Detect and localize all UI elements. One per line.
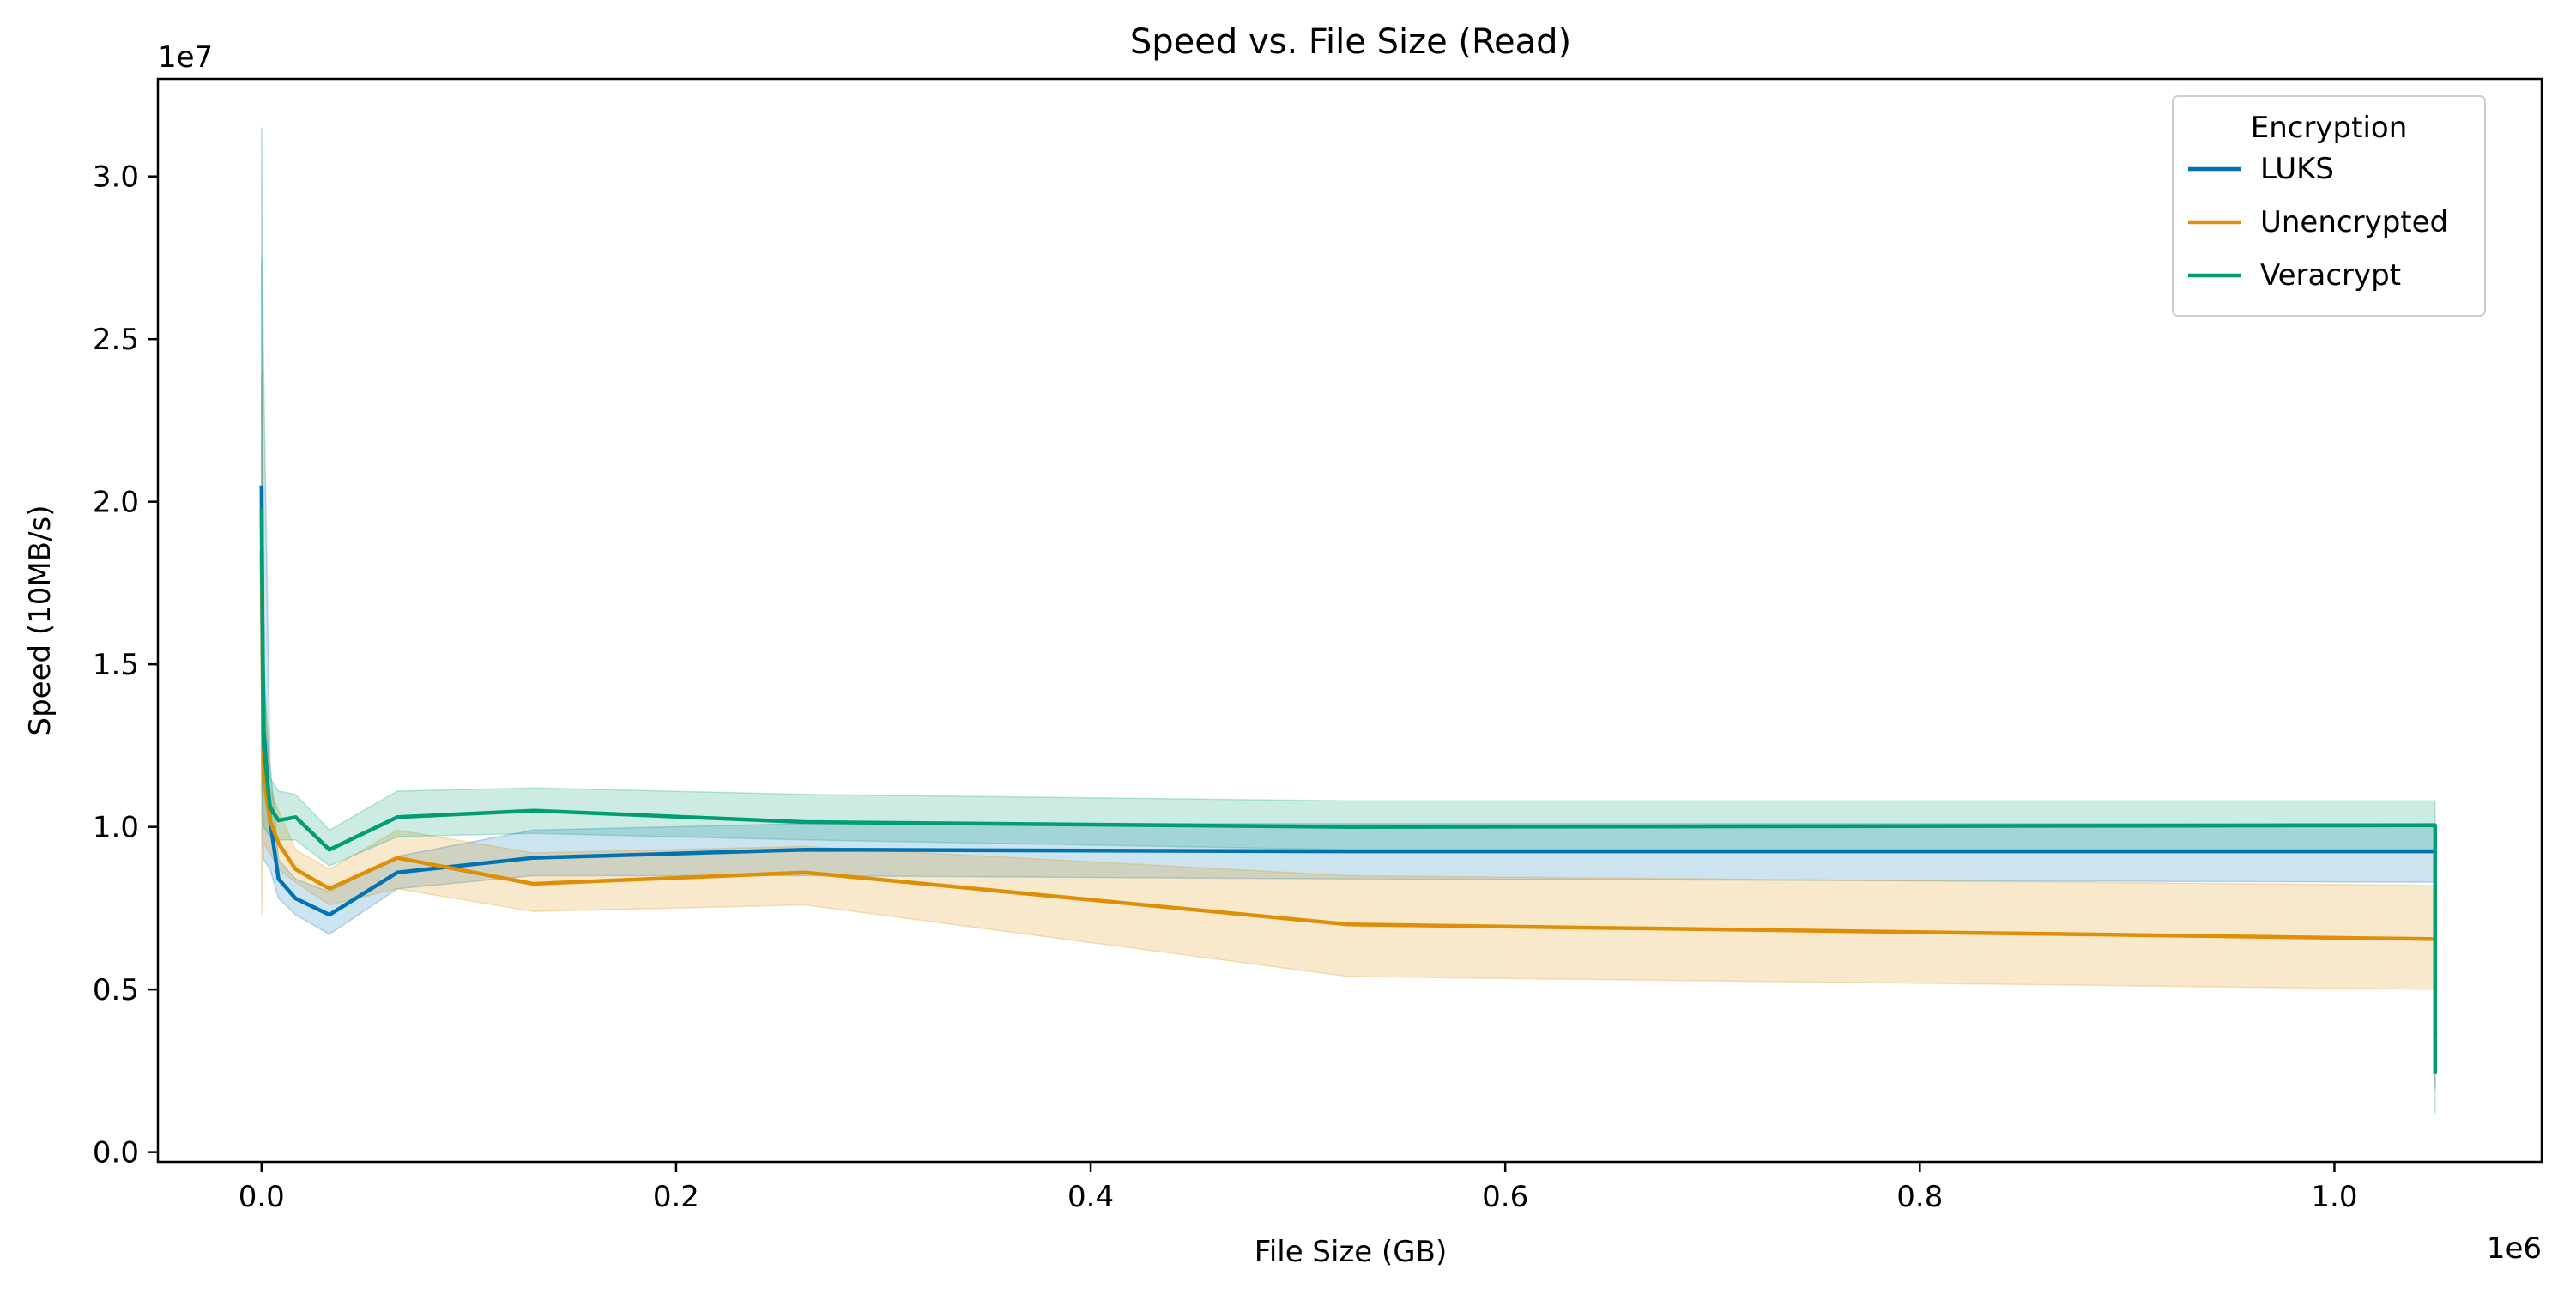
unencrypted-line	[259, 550, 2438, 1037]
legend: Encryption LUKS Unencrypted Veracrypt	[2172, 95, 2486, 317]
y-axis-ticks: 0.0 0.5 1.0 1.5 2.0 2.5 3.0	[93, 160, 158, 1170]
unencrypted-confidence-band	[261, 372, 2436, 1091]
y-tick-label: 1.0	[93, 811, 139, 845]
x-tick-label: 0.8	[1896, 1180, 1943, 1214]
series-lines	[259, 485, 2438, 1074]
x-offset-label: 1e6	[2487, 1231, 2542, 1266]
unencrypted-legend-label: Unencrypted	[2260, 205, 2448, 239]
veracrypt-line	[259, 508, 2438, 1074]
y-tick-label: 1.5	[93, 648, 139, 682]
plot-area-frame	[156, 77, 2543, 1164]
x-axis-ticks: 0.0 0.2 0.4 0.6 0.8 1.0	[239, 1162, 2357, 1214]
x-tick-label: 0.4	[1067, 1180, 1114, 1214]
legend-title: Encryption	[2251, 111, 2408, 145]
chart-title: Speed vs. File Size (Read)	[1130, 22, 1571, 62]
y-tick-label: 0.5	[93, 973, 139, 1007]
y-tick-label: 2.5	[93, 323, 139, 357]
x-axis-label: File Size (GB)	[1255, 1235, 1448, 1269]
x-tick-label: 0.6	[1482, 1180, 1528, 1214]
legend-box	[2172, 95, 2486, 317]
y-tick-label: 2.0	[93, 486, 139, 520]
x-tick-label: 1.0	[2311, 1180, 2357, 1214]
y-axis-label: Speed (10MB/s)	[23, 505, 57, 735]
legend-items: LUKS Unencrypted Veracrypt	[2188, 152, 2448, 293]
y-tick-label: 0.0	[93, 1136, 139, 1170]
veracrypt-legend-label: Veracrypt	[2260, 258, 2401, 293]
y-tick-label: 3.0	[93, 160, 139, 195]
y-offset-label: 1e7	[158, 40, 213, 75]
luks-confidence-band	[261, 127, 2436, 1087]
luks-legend-label: LUKS	[2260, 152, 2334, 186]
x-tick-label: 0.0	[239, 1180, 285, 1214]
x-tick-label: 0.2	[653, 1180, 699, 1214]
